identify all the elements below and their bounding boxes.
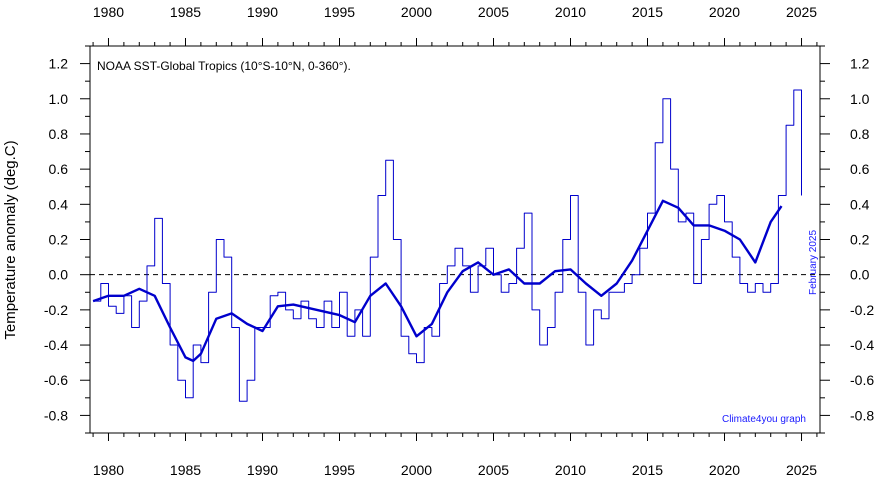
y-tick-label-left: -0.8 [44, 407, 68, 423]
y-tick-label-left: -0.2 [44, 302, 68, 318]
y-tick-label-right: -0.8 [850, 407, 874, 423]
y-tick-label-left: 0.6 [49, 161, 69, 177]
x-tick-label-top: 2010 [555, 4, 586, 20]
x-tick-label-bottom: 1980 [93, 462, 124, 478]
x-tick-label-top: 2000 [401, 4, 432, 20]
x-tick-label-bottom: 2025 [786, 462, 817, 478]
y-tick-label-left: 1.0 [49, 91, 69, 107]
x-tick-label-bottom: 1985 [170, 462, 201, 478]
credit-label: Climate4you graph [722, 414, 806, 425]
x-tick-label-bottom: 2010 [555, 462, 586, 478]
x-tick-label-bottom: 1995 [324, 462, 355, 478]
plot-frame [89, 45, 821, 434]
series-layer [92, 89, 802, 402]
y-tick-label-right: 1.2 [850, 56, 870, 72]
y-tick-label-left: 1.2 [49, 56, 69, 72]
y-tick-label-right: 0.4 [850, 196, 870, 212]
y-tick-label-right: 1.0 [850, 91, 870, 107]
y-tick-label-left: -0.4 [44, 337, 68, 353]
y-tick-label-left: 0.8 [49, 126, 69, 142]
x-tick-label-top: 2020 [709, 4, 740, 20]
y-tick-label-left: 0.2 [49, 232, 69, 248]
y-tick-label-right: 0.8 [850, 126, 870, 142]
y-tick-label-right: -0.4 [850, 337, 874, 353]
axes-layer: 1980 1980 1985 1985 1990 1990 1995 1995 2000 2000… [44, 4, 874, 478]
x-tick-label-top: 2015 [632, 4, 663, 20]
chart-title: NOAA SST-Global Tropics (10°S-10°N, 0-36… [97, 59, 351, 73]
x-tick-label-bottom: 1990 [247, 462, 278, 478]
x-tick-label-top: 2025 [786, 4, 817, 20]
x-tick-label-top: 2005 [478, 4, 509, 20]
x-tick-label-top: 1995 [324, 4, 355, 20]
y-axis-label: Temperature anomaly (deg.C) [2, 140, 19, 339]
x-tick-label-top: 1980 [93, 4, 124, 20]
y-tick-label-right: -0.6 [850, 372, 874, 388]
x-tick-label-bottom: 2015 [632, 462, 663, 478]
y-tick-label-left: -0.6 [44, 372, 68, 388]
x-tick-label-bottom: 2005 [478, 462, 509, 478]
y-tick-label-right: 0.0 [850, 267, 870, 283]
x-tick-label-bottom: 2020 [709, 462, 740, 478]
y-tick-label-left: 0.0 [49, 267, 69, 283]
date-annotation: February 2025 [808, 230, 819, 295]
running-mean-line [92, 199, 783, 363]
y-tick-label-right: 0.2 [850, 232, 870, 248]
y-tick-label-right: -0.2 [850, 302, 874, 318]
x-tick-label-bottom: 2000 [401, 462, 432, 478]
y-tick-label-left: 0.4 [49, 196, 69, 212]
x-tick-label-top: 1990 [247, 4, 278, 20]
x-tick-label-top: 1985 [170, 4, 201, 20]
y-tick-label-right: 0.6 [850, 161, 870, 177]
